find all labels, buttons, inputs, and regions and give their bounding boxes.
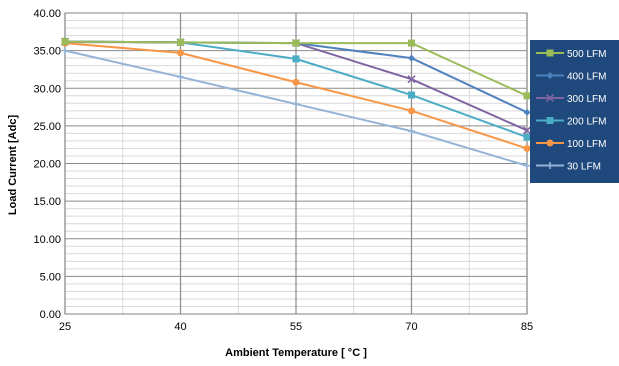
y-tick-label: 5.00 <box>40 271 61 283</box>
y-tick-label: 15.00 <box>33 196 61 208</box>
series-marker <box>408 54 415 62</box>
y-tick-label: 20.00 <box>33 159 61 171</box>
series-marker <box>177 73 184 81</box>
series-marker <box>523 133 531 141</box>
series-marker <box>546 162 554 169</box>
series-marker <box>177 38 184 46</box>
series-marker <box>546 117 554 124</box>
legend-item: 100 LFM <box>536 139 606 150</box>
series-marker <box>545 93 555 103</box>
x-tick-label: 40 <box>174 321 186 333</box>
series-marker <box>546 49 554 57</box>
y-tick-label: 25.00 <box>33 121 61 133</box>
legend-label: 500 LFM <box>567 49 606 60</box>
legend-item: 200 LFM <box>536 117 606 128</box>
legend-label: 30 LFM <box>567 162 601 173</box>
series-marker <box>292 78 300 86</box>
series-marker <box>408 39 415 47</box>
series-marker <box>546 72 554 79</box>
legend-label: 300 LFM <box>567 94 606 105</box>
series-marker <box>523 92 531 100</box>
series-marker <box>408 107 415 115</box>
legend-label: 200 LFM <box>567 117 606 128</box>
x-tick-label: 55 <box>290 321 302 333</box>
x-tick-label: 70 <box>405 321 417 333</box>
legend: 500 LFM 400 LFM 300 LFM 200 LFM 100 LFM 30 LF… <box>530 40 619 183</box>
series-30-lfm <box>61 47 531 170</box>
series-marker <box>408 127 415 135</box>
x-axis-ticks: 25 40 55 70 85 <box>59 321 533 333</box>
legend-item: 30 LFM <box>536 162 601 173</box>
legend-label: 100 LFM <box>567 139 606 150</box>
legend-item: 300 LFM <box>536 93 606 105</box>
series-marker <box>177 49 184 57</box>
y-tick-label: 10.00 <box>33 234 61 246</box>
series-marker <box>61 47 69 55</box>
y-tick-label: 0.00 <box>40 309 61 321</box>
legend-background <box>530 40 619 183</box>
legend-item: 500 LFM <box>536 49 606 60</box>
series-marker <box>292 55 300 63</box>
legend-item: 400 LFM <box>536 72 606 83</box>
y-axis-ticks: 0.00 5.00 10.00 15.00 20.00 25.00 30.00 35.00 40… <box>33 8 61 321</box>
series-marker <box>407 75 416 84</box>
x-axis-title: Ambient Temperature [ °C ] <box>225 347 367 359</box>
y-tick-label: 35.00 <box>33 46 61 58</box>
series-marker <box>522 126 532 135</box>
series-layer <box>60 37 532 170</box>
y-axis-title: Load Current [Adc] <box>7 115 19 216</box>
series-marker <box>292 39 300 47</box>
series-marker <box>523 108 531 116</box>
series-marker <box>61 38 69 46</box>
series-500-lfm <box>61 38 531 100</box>
x-tick-label: 25 <box>59 321 71 333</box>
series-marker <box>523 162 531 170</box>
x-tick-label: 85 <box>521 321 533 333</box>
legend-label: 400 LFM <box>567 72 606 83</box>
series-marker <box>292 100 300 108</box>
series-marker <box>546 139 554 147</box>
series-marker <box>523 144 531 152</box>
series-marker <box>408 91 415 99</box>
y-tick-label: 40.00 <box>33 8 61 20</box>
y-tick-label: 30.00 <box>33 83 61 95</box>
